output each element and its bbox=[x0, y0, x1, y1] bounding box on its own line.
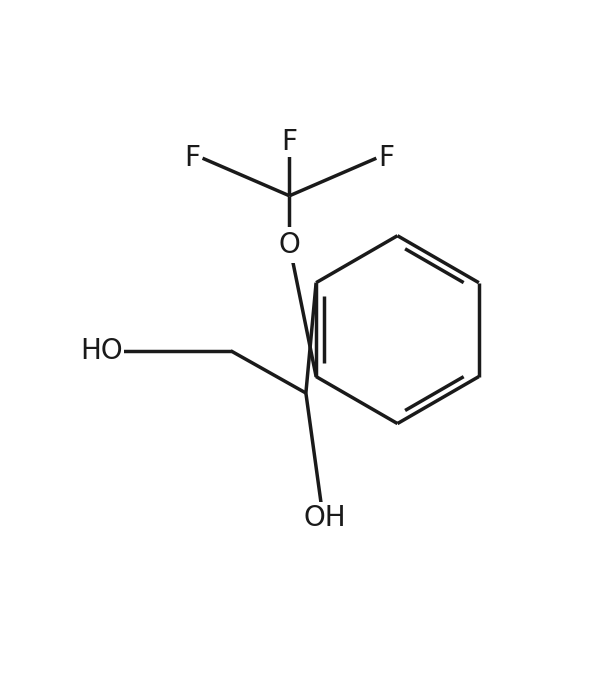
Text: O: O bbox=[279, 231, 301, 259]
Text: F: F bbox=[379, 144, 395, 172]
Text: HO: HO bbox=[80, 337, 122, 365]
Text: F: F bbox=[281, 128, 298, 155]
Text: OH: OH bbox=[304, 504, 346, 531]
Text: F: F bbox=[184, 144, 200, 172]
